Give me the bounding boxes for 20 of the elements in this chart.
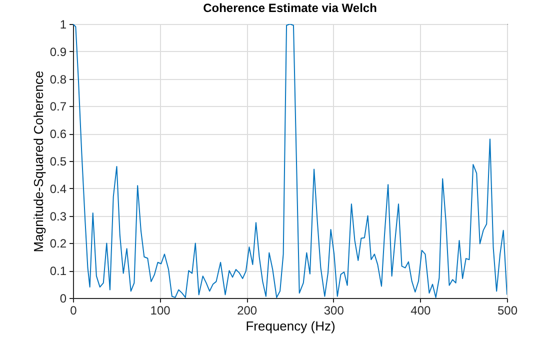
y-tick-label: 0.4: [50, 182, 67, 196]
y-tick-label: 0.5: [50, 154, 67, 168]
x-tick-label: 100: [150, 304, 171, 318]
y-tick-label: 0.3: [50, 209, 67, 224]
x-tick-label: 200: [237, 304, 258, 318]
y-axis-title: Magnitude-Squared Coherence: [30, 70, 46, 252]
x-axis-title: Frequency (Hz): [246, 318, 336, 334]
x-tick-label: 300: [324, 304, 344, 318]
y-tick-label: 0.6: [50, 127, 67, 142]
x-tick-label: 500: [497, 304, 518, 318]
y-tick-label: 0.9: [50, 44, 67, 59]
chart-title: Coherence Estimate via Welch: [203, 1, 377, 15]
y-tick-label: 0.7: [50, 100, 67, 114]
y-tick-label: 1: [60, 18, 67, 32]
x-tick-label: 0: [70, 304, 78, 318]
y-tick-label: 0.2: [50, 236, 67, 251]
y-tick-label: 0.1: [50, 264, 67, 278]
y-tick-label: 0.8: [50, 72, 67, 86]
y-tick-label: 0: [60, 292, 67, 306]
x-tick-label: 400: [410, 304, 432, 318]
